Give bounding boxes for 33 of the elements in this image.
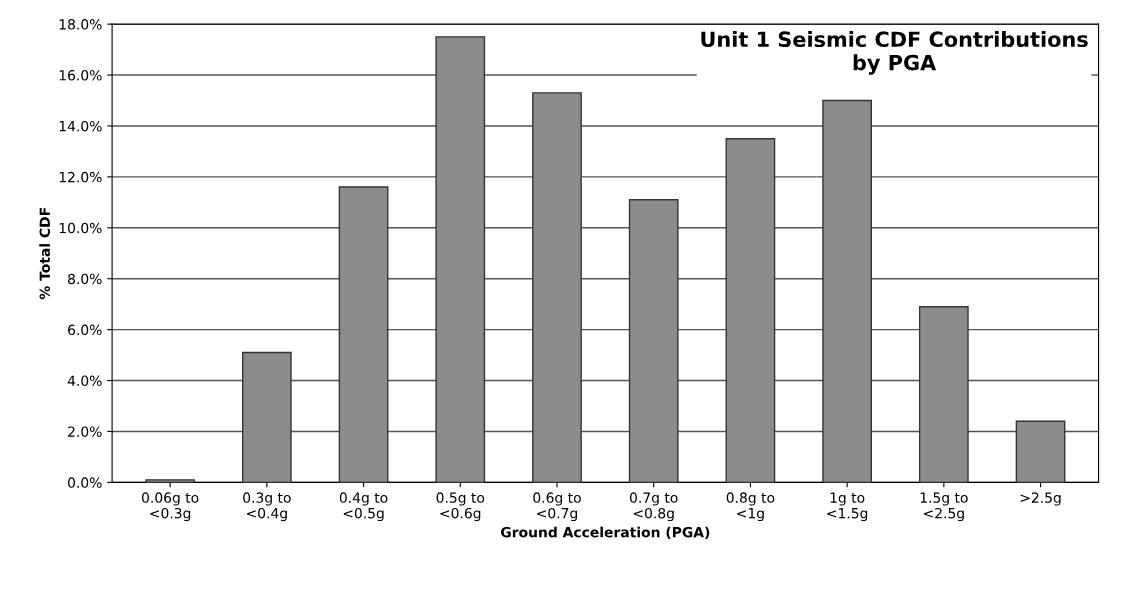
bar xyxy=(918,306,969,483)
y-axis-title: % Total CDF xyxy=(39,208,51,300)
bar xyxy=(145,479,196,483)
x-tick-label: 0.4g to <0.5g xyxy=(339,492,388,522)
text: Unit 1 Seismic CDF Contributions by PGA xyxy=(701,30,1088,75)
y-tick-label: 8.0% xyxy=(68,273,102,285)
y-tick-label: 10.0% xyxy=(59,222,102,234)
bar xyxy=(435,36,486,483)
y-tick-label: 16.0% xyxy=(59,70,102,81)
bar xyxy=(725,137,776,483)
x-tick-label: 0.7g to <0.8g xyxy=(629,492,678,522)
y-tick-label: 4.0% xyxy=(67,375,102,387)
x-tick-label: 0.3g to <0.4g xyxy=(243,492,291,522)
bar xyxy=(241,351,292,483)
x-axis-title: Ground Acceleration (PGA) xyxy=(501,526,710,540)
y-tick-label: 18.0% xyxy=(59,19,102,30)
x-tick-label: 0.8g to <1g xyxy=(726,492,775,522)
y-tick-label: 12.0% xyxy=(59,171,102,183)
bar xyxy=(338,186,389,483)
y-tick-label: 0.0% xyxy=(68,477,102,488)
y-tick-label: 2.0% xyxy=(68,426,102,437)
y-tick-label: 6.0% xyxy=(68,324,102,336)
x-tick-label: 1.5g to <2.5g xyxy=(920,492,968,522)
x-tick-label: 0.5g to <0.6g xyxy=(436,492,485,522)
bar xyxy=(532,92,582,483)
bar xyxy=(1015,420,1066,483)
x-tick-label: 1g to <1.5g xyxy=(827,492,868,522)
bar xyxy=(628,199,679,483)
x-tick-label: >2.5g xyxy=(1020,492,1061,506)
bar xyxy=(822,99,872,483)
y-tick-label: 14.0% xyxy=(59,120,102,132)
x-tick-label: 0.06g to <0.3g xyxy=(141,492,199,522)
x-tick-label: 0.6g to <0.7g xyxy=(533,492,581,522)
